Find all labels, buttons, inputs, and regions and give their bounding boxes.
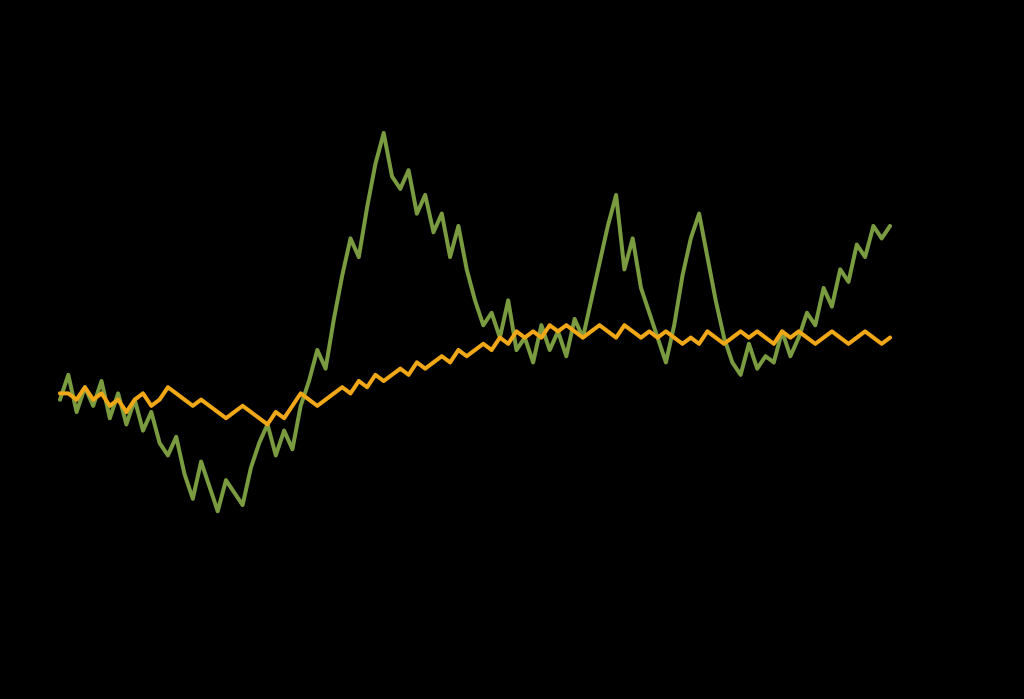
series-yellow [60, 325, 890, 424]
chart-svg [0, 0, 1024, 699]
series-green [60, 133, 890, 511]
line-chart [0, 0, 1024, 699]
